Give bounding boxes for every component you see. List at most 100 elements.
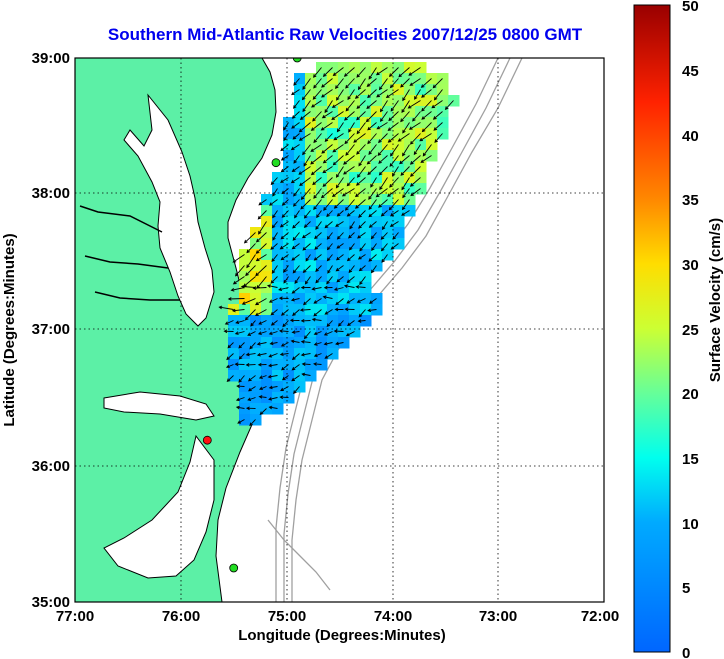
colorbar-label: Surface Velocity (cm/s) bbox=[707, 218, 724, 382]
velocity-cell bbox=[228, 370, 240, 382]
velocity-arrow bbox=[268, 298, 278, 303]
velocity-cell bbox=[360, 128, 372, 140]
velocity-arrow bbox=[421, 100, 432, 112]
velocity-cell bbox=[261, 249, 273, 261]
velocity-cell bbox=[349, 326, 361, 338]
velocity-arrow bbox=[347, 89, 355, 101]
velocity-arrow bbox=[298, 166, 311, 175]
velocity-arrow bbox=[336, 243, 344, 249]
velocity-cell bbox=[305, 315, 317, 327]
x-tick: 74:00 bbox=[374, 608, 412, 625]
velocity-arrow bbox=[389, 155, 399, 167]
velocity-arrow bbox=[333, 329, 344, 333]
velocity-arrow bbox=[408, 122, 421, 130]
velocity-cell bbox=[283, 150, 295, 162]
velocity-arrow bbox=[322, 295, 333, 299]
velocity-cell bbox=[382, 62, 394, 74]
colorbar-tick: 40 bbox=[682, 128, 699, 145]
velocity-cell bbox=[338, 128, 350, 140]
velocity-arrow bbox=[367, 133, 377, 145]
velocity-cell bbox=[437, 106, 449, 118]
velocity-arrow bbox=[322, 155, 333, 164]
velocity-cell bbox=[349, 249, 361, 261]
y-tick: 35:00 bbox=[32, 594, 70, 611]
velocity-cell bbox=[393, 238, 405, 250]
velocity-arrow bbox=[366, 155, 377, 165]
velocity-arrow bbox=[326, 320, 333, 327]
velocity-cell bbox=[261, 194, 273, 206]
velocity-arrow bbox=[370, 265, 377, 274]
velocity-arrow bbox=[280, 155, 289, 161]
velocity-arrow bbox=[279, 243, 289, 250]
velocity-arrow bbox=[343, 111, 355, 121]
velocity-arrow bbox=[368, 67, 377, 80]
velocity-cell bbox=[261, 392, 273, 404]
velocity-arrow bbox=[246, 243, 256, 254]
velocity-cell bbox=[338, 304, 350, 316]
velocity-arrow bbox=[378, 133, 388, 144]
velocity-cell bbox=[327, 161, 339, 173]
velocity-cell bbox=[283, 282, 295, 294]
velocity-arrow bbox=[421, 111, 432, 120]
velocity-arrow bbox=[335, 78, 344, 90]
velocity-arrow bbox=[401, 177, 410, 191]
velocity-cell bbox=[338, 260, 350, 272]
velocity-arrow bbox=[332, 67, 344, 76]
velocity-arrow bbox=[380, 232, 388, 240]
velocity-arrow bbox=[390, 144, 399, 157]
velocity-arrow bbox=[291, 375, 300, 382]
velocity-cell bbox=[261, 348, 273, 360]
velocity-arrow bbox=[367, 308, 377, 313]
velocity-cell bbox=[305, 161, 317, 173]
velocity-arrow bbox=[378, 78, 388, 91]
velocity-arrow bbox=[370, 232, 377, 240]
velocity-cell bbox=[338, 238, 350, 250]
station-active-marker bbox=[229, 563, 239, 573]
velocity-cell bbox=[338, 62, 350, 74]
velocity-cell bbox=[360, 194, 372, 206]
colorbar bbox=[633, 4, 671, 653]
velocity-cell bbox=[360, 260, 372, 272]
velocity-arrow bbox=[293, 386, 300, 394]
velocity-arrow bbox=[356, 122, 366, 135]
velocity-arrow bbox=[249, 419, 256, 427]
velocity-arrow bbox=[343, 166, 355, 175]
x-tick: 76:00 bbox=[162, 608, 200, 625]
velocity-cell bbox=[426, 128, 438, 140]
velocity-arrow bbox=[246, 254, 256, 269]
velocity-arrow bbox=[389, 221, 399, 227]
velocity-arrow bbox=[420, 78, 432, 88]
velocity-cell bbox=[261, 370, 273, 382]
velocity-arrow bbox=[313, 188, 322, 199]
velocity-arrow bbox=[292, 221, 300, 229]
velocity-cell bbox=[294, 238, 306, 250]
velocity-arrow bbox=[226, 353, 234, 361]
velocity-arrow bbox=[310, 166, 322, 176]
velocity-cell bbox=[239, 392, 251, 404]
velocity-cell bbox=[371, 216, 383, 228]
velocity-arrow bbox=[270, 309, 278, 316]
colorbar-ticks: 50 45 40 35 30 25 20 15 10 5 0 bbox=[682, 0, 699, 659]
station-inactive-marker bbox=[202, 435, 212, 445]
velocity-arrow bbox=[335, 298, 344, 306]
velocity-arrow bbox=[300, 339, 311, 344]
velocity-arrow bbox=[379, 177, 388, 191]
velocity-arrow bbox=[327, 265, 333, 274]
velocity-arrow bbox=[345, 331, 355, 337]
velocity-cell bbox=[437, 95, 449, 107]
velocity-arrow bbox=[419, 133, 432, 142]
velocity-arrow bbox=[368, 188, 377, 200]
velocity-arrow bbox=[283, 133, 289, 142]
velocity-arrow bbox=[324, 309, 333, 315]
velocity-arrow bbox=[378, 199, 388, 208]
velocity-arrow bbox=[313, 362, 322, 366]
velocity-arrow bbox=[321, 111, 333, 119]
velocity-arrow bbox=[245, 265, 256, 277]
velocity-cell bbox=[327, 326, 339, 338]
velocity-arrow bbox=[313, 199, 322, 211]
velocity-cell bbox=[371, 293, 383, 305]
velocity-arrow bbox=[301, 232, 311, 239]
station-active-marker bbox=[292, 58, 302, 63]
velocity-arrow bbox=[365, 111, 377, 123]
